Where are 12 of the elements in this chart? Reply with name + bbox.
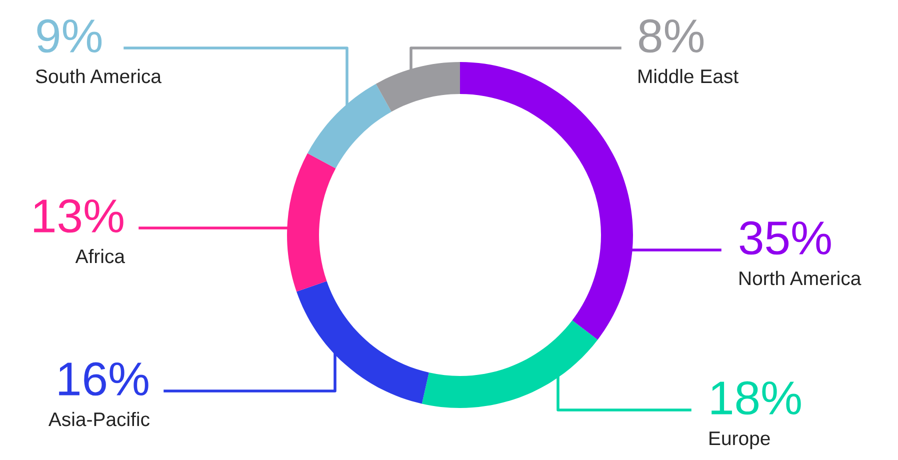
data-label: 18% — [712, 381, 801, 415]
slice-label: North America — [740, 270, 862, 286]
slice-label: Asia-Pacific — [48, 412, 150, 426]
data-label: 8% — [639, 19, 704, 53]
data-label: 35% — [740, 221, 831, 255]
slice-label: Europe — [710, 432, 770, 450]
data-label: 13% — [34, 199, 124, 233]
slice-label: Africa — [75, 248, 125, 264]
data-label: 9% — [37, 19, 102, 53]
slice-label: Middle East — [638, 68, 738, 84]
slice-label: South America — [36, 68, 162, 84]
data-label: 16% — [59, 362, 148, 396]
